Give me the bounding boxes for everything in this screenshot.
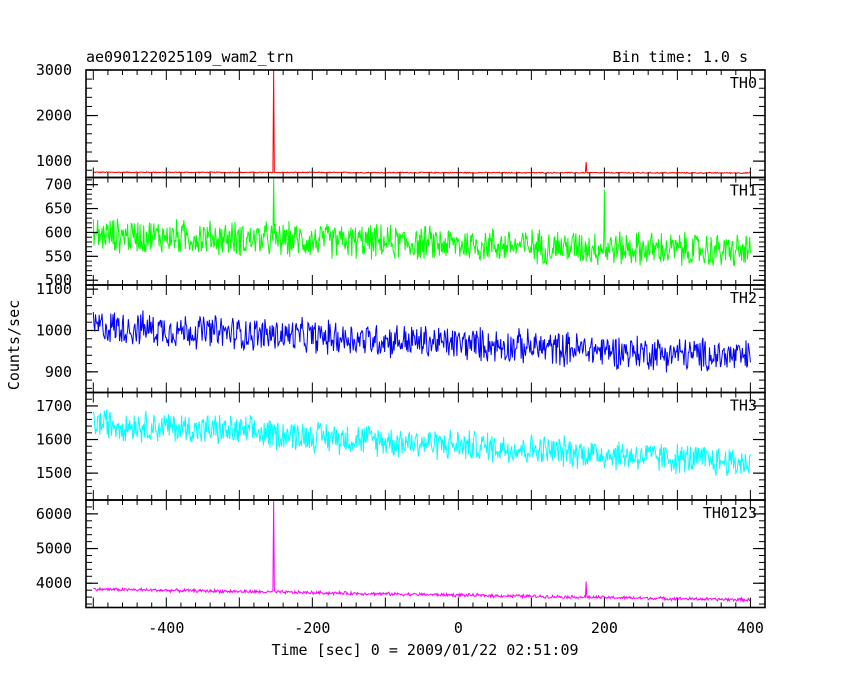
panels-group: 1000 2000 3000 TH0 500 550 600 650 700 TH1 900 1000… xyxy=(36,61,766,609)
panel-th0: 1000 2000 3000 TH0 xyxy=(36,61,766,179)
y-tick-label: 550 xyxy=(45,247,72,265)
x-tick-label: 200 xyxy=(591,619,618,637)
series-label: TH1 xyxy=(730,182,757,200)
y-tick-label: 650 xyxy=(45,200,72,218)
panel-th0123: 4000 5000 6000 TH0123 xyxy=(36,499,766,609)
panel-frame xyxy=(85,69,766,179)
bin-time-label: Bin time: 1.0 s xyxy=(613,48,748,66)
x-tick-label: -400 xyxy=(148,619,184,637)
series-label: TH0 xyxy=(730,74,757,92)
y-tick-label: 700 xyxy=(45,176,72,194)
x-tick-label: 0 xyxy=(454,619,463,637)
series-line-th3 xyxy=(92,409,751,477)
x-axis: -400 -200 0 200 400 xyxy=(148,619,764,637)
y-tick-label: 500 xyxy=(45,271,72,289)
y-tick-label: 4000 xyxy=(36,574,72,592)
y-tick-label: 1000 xyxy=(36,321,72,339)
y-tick-label: 3000 xyxy=(36,61,72,79)
series-label: TH3 xyxy=(730,397,757,415)
series-line-th1 xyxy=(92,177,751,267)
panel-th2: 900 1000 1100 TH2 xyxy=(36,280,766,394)
y-tick-label: 5000 xyxy=(36,540,72,558)
y-tick-label: 1100 xyxy=(36,280,72,298)
y-tick-label: 1500 xyxy=(36,464,72,482)
panel-frame xyxy=(85,499,766,609)
series-line-th0 xyxy=(93,70,751,175)
y-tick-label: 600 xyxy=(45,223,72,241)
x-axis-label: Time [sec] 0 = 2009/01/22 02:51:09 xyxy=(271,641,578,659)
panel-th1: 500 550 600 650 700 TH1 xyxy=(45,176,766,289)
x-tick-label: -200 xyxy=(294,619,330,637)
y-tick-label: 1600 xyxy=(36,431,72,449)
y-tick-label: 1000 xyxy=(36,152,72,170)
x-tick-label: 400 xyxy=(737,619,764,637)
series-label: TH0123 xyxy=(703,504,757,522)
y-tick-label: 900 xyxy=(45,363,72,381)
chart-title: ae090122025109_wam2_trn xyxy=(86,48,294,66)
y-tick-label: 6000 xyxy=(36,505,72,523)
series-line-th0123 xyxy=(93,500,751,604)
y-tick-label: 2000 xyxy=(36,107,72,125)
panel-th3: 1500 1600 1700 TH3 xyxy=(36,391,766,501)
series-line-th2 xyxy=(92,310,751,373)
y-tick-label: 1700 xyxy=(36,397,72,415)
y-axis-label: Counts/sec xyxy=(5,300,23,390)
series-label: TH2 xyxy=(730,289,757,307)
